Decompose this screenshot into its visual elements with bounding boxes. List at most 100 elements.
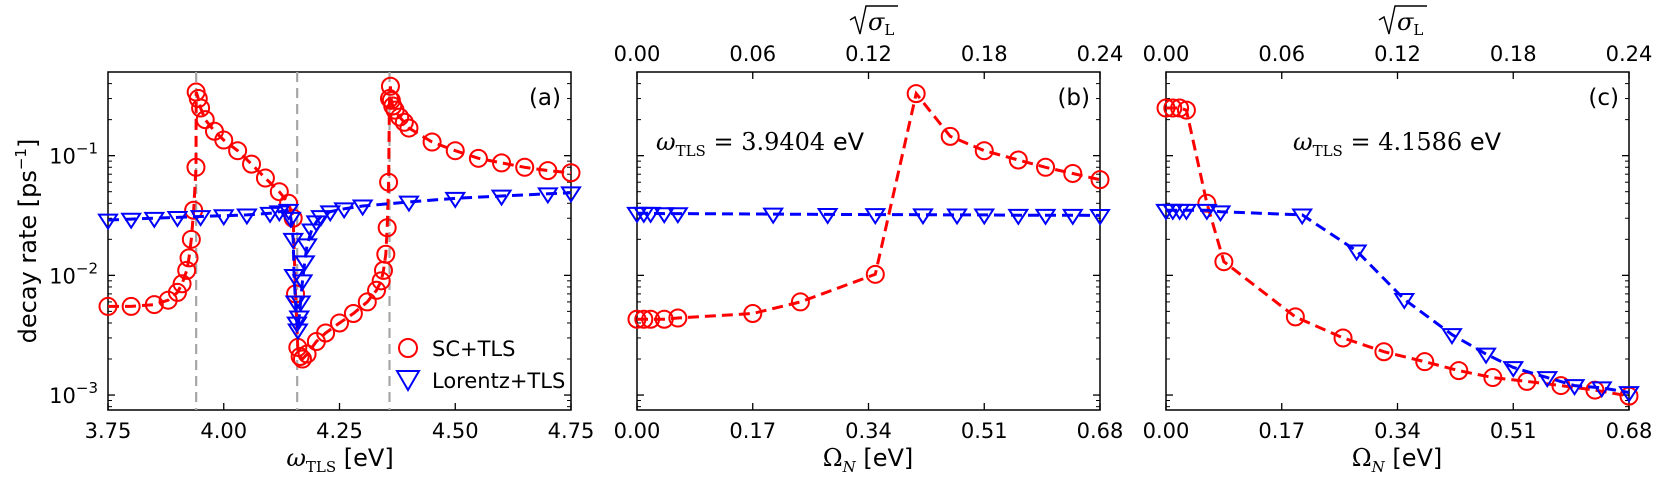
data-point-Lorentz+TLS: [1175, 203, 1198, 221]
panel-b-top-label: σL: [849, 5, 898, 39]
data-point-SC+TLS: [1063, 163, 1083, 183]
legend: SC+TLS Lorentz+TLS: [395, 337, 565, 393]
xlabel-a-sub: TLS: [306, 458, 336, 476]
top-tick-label: 0.24: [1077, 42, 1124, 66]
x-tick-label: 0.00: [614, 419, 661, 443]
x-tick-label: 0.68: [1606, 419, 1653, 443]
data-point-Lorentz+TLS: [280, 211, 302, 229]
data-point-SC+TLS: [668, 308, 688, 328]
data-point-SC+TLS: [1090, 170, 1110, 190]
ann-c-unit: eV: [1470, 128, 1502, 156]
panel-a-label: (a): [529, 85, 561, 111]
data-point-SC+TLS: [214, 130, 234, 150]
ann-c-sub: TLS: [1313, 142, 1343, 160]
data-point-SC+TLS: [399, 118, 419, 138]
data-point-SC+TLS: [144, 295, 164, 315]
x-tick-label: 0.17: [1258, 419, 1305, 443]
y-tick-label: 10−3: [49, 379, 98, 408]
data-point-SC+TLS: [743, 304, 763, 324]
data-point-Lorentz+TLS: [816, 208, 839, 225]
xlabel-a-unit: [eV]: [336, 444, 394, 472]
data-point-SC+TLS: [98, 296, 118, 316]
data-point-SC+TLS: [383, 96, 403, 116]
data-point-Lorentz+TLS: [1007, 208, 1030, 226]
data-point-SC+TLS: [1176, 100, 1196, 120]
data-point-SC+TLS: [172, 274, 192, 294]
panel-c-top-label: σL: [1378, 5, 1427, 39]
data-point-SC+TLS: [316, 323, 336, 343]
data-point-SC+TLS: [121, 296, 141, 316]
data-point-SC+TLS: [181, 229, 201, 249]
legend-marker-sc: [398, 338, 418, 358]
top-c-sub: L: [1413, 21, 1423, 39]
panel-b: 0.00 0.17 0.34 0.51 0.68 0.00 0.06 0.12 0.18 0.24…: [614, 5, 1124, 476]
xlabel-b-unit: [eV]: [856, 444, 914, 472]
y-tick-label: 10−2: [49, 259, 98, 288]
legend-label-sc: SC+TLS: [432, 337, 515, 361]
top-c-sqrt: [1378, 5, 1427, 35]
top-c-main: σ: [1397, 8, 1414, 36]
top-tick-label: 0.00: [1143, 42, 1190, 66]
data-point-SC+TLS: [367, 280, 387, 300]
top-tick-label: 0.18: [961, 42, 1008, 66]
top-tick-label: 0.06: [729, 42, 776, 66]
data-point-Lorentz+TLS: [762, 207, 785, 225]
x-tick-label: 0.00: [1143, 419, 1190, 443]
x-tick-label: 3.75: [85, 419, 132, 443]
x-tick-label: 0.51: [961, 419, 1008, 443]
data-point-Lorentz+TLS: [1209, 205, 1232, 223]
y-tick-base: 10: [49, 264, 76, 288]
data-point-Lorentz+TLS: [1563, 379, 1586, 396]
data-point-Lorentz+TLS: [1345, 244, 1368, 262]
data-point-SC+TLS: [376, 244, 396, 264]
data-point-SC+TLS: [179, 248, 199, 268]
data-point-Lorentz+TLS: [1618, 386, 1640, 403]
data-point-Lorentz+TLS: [490, 189, 513, 207]
data-point-SC+TLS: [191, 98, 211, 118]
data-point-Lorentz+TLS: [1089, 208, 1111, 226]
data-point-Lorentz+TLS: [189, 210, 212, 227]
panel-c-data: [1155, 98, 1640, 406]
series-line-SC+TLS: [1166, 106, 1630, 398]
data-point-Lorentz+TLS: [398, 195, 420, 213]
data-point-Lorentz+TLS: [537, 187, 559, 205]
series-line-Lorentz+TLS: [107, 191, 572, 331]
x-tick-label: 0.68: [1077, 419, 1124, 443]
panel-c: 0.00 0.17 0.34 0.51 0.68 0.00 0.06 0.12 0.18 0.24…: [1143, 5, 1653, 476]
y-tick-exp: −3: [76, 379, 98, 397]
data-point-SC+TLS: [445, 141, 465, 161]
data-point-Lorentz+TLS: [1502, 361, 1525, 378]
data-point-Lorentz+TLS: [351, 199, 374, 217]
data-point-Lorentz+TLS: [560, 186, 582, 204]
data-point-SC+TLS: [195, 110, 215, 130]
y-tick-base: 10: [49, 145, 76, 169]
data-point-Lorentz+TLS: [1590, 381, 1613, 399]
panel-c-label: (c): [1588, 85, 1619, 111]
data-point-SC+TLS: [1163, 98, 1183, 118]
data-point-SC+TLS: [627, 309, 647, 329]
ylabel-sup: −1: [12, 148, 30, 170]
data-point-SC+TLS: [1483, 368, 1503, 388]
data-point-SC+TLS: [242, 154, 262, 174]
data-point-Lorentz+TLS: [1061, 208, 1084, 226]
data-point-SC+TLS: [1197, 193, 1217, 213]
data-point-Lorentz+TLS: [282, 232, 305, 250]
data-point-SC+TLS: [1449, 361, 1469, 381]
top-tick-label: 0.06: [1258, 42, 1305, 66]
ann-b-main: ω: [656, 128, 676, 156]
data-point-SC+TLS: [255, 168, 275, 188]
panel-b-data: [626, 84, 1111, 329]
y-tick-exp: −1: [76, 140, 98, 158]
data-point-SC+TLS: [1415, 352, 1435, 372]
xlabel-c-main: Ω: [1352, 444, 1372, 472]
data-point-SC+TLS: [1008, 150, 1028, 170]
data-point-Lorentz+TLS: [277, 203, 300, 221]
data-point-SC+TLS: [1374, 342, 1394, 362]
y-tick-base: 10: [49, 384, 76, 408]
data-point-Lorentz+TLS: [864, 208, 887, 225]
data-point-Lorentz+TLS: [166, 210, 189, 228]
data-point-Lorentz+TLS: [288, 310, 311, 328]
data-point-Lorentz+TLS: [259, 206, 281, 224]
data-point-Lorentz+TLS: [667, 207, 689, 225]
